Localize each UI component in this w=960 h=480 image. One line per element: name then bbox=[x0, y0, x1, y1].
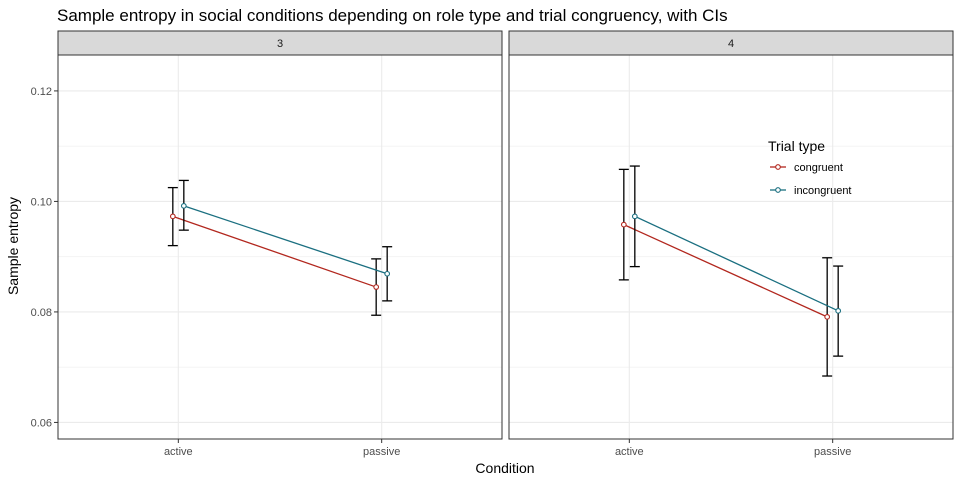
y-axis: 0.06 0.08 0.10 0.12 bbox=[31, 86, 58, 429]
facet-strip bbox=[57, 30, 503, 56]
y-tick-label: 0.06 bbox=[31, 417, 52, 429]
series-line-incongruent bbox=[634, 215, 839, 312]
facet-panel-3: 3 bbox=[57, 30, 503, 440]
series-line-congruent bbox=[172, 215, 377, 288]
x-tick-label: passive bbox=[814, 446, 851, 458]
x-tick-label: passive bbox=[363, 446, 400, 458]
facet-panel-4: 4 bbox=[508, 30, 954, 440]
legend: Trial type congruent incongruent bbox=[768, 138, 852, 197]
legend-label: congruent bbox=[794, 162, 843, 174]
legend-entry-incongruent: incongruent bbox=[770, 185, 852, 197]
y-tick-label: 0.08 bbox=[31, 307, 52, 319]
legend-label: incongruent bbox=[794, 185, 852, 197]
x-axis: active passive active passive bbox=[164, 439, 851, 458]
legend-title: Trial type bbox=[768, 138, 825, 154]
data-point-congruent bbox=[824, 314, 831, 320]
panel-background bbox=[58, 55, 502, 439]
y-tick-label: 0.10 bbox=[31, 196, 52, 208]
legend-key-point bbox=[775, 164, 781, 170]
panel-border bbox=[508, 54, 954, 440]
data-point-incongruent bbox=[835, 307, 842, 314]
x-tick-label: active bbox=[164, 446, 193, 458]
data-point-incongruent bbox=[384, 270, 391, 277]
facet-strip-label: 3 bbox=[277, 38, 283, 50]
series-line-incongruent bbox=[183, 205, 388, 275]
chart-title: Sample entropy in social conditions depe… bbox=[57, 6, 728, 25]
x-axis-title: Condition bbox=[475, 460, 534, 476]
data-point-congruent bbox=[620, 221, 627, 228]
panel-border bbox=[57, 54, 503, 440]
data-point-incongruent bbox=[631, 213, 638, 220]
series-line-congruent bbox=[623, 224, 828, 318]
legend-key-point bbox=[775, 187, 781, 193]
legend-entry-congruent: congruent bbox=[770, 162, 843, 174]
facet-strip bbox=[508, 30, 954, 56]
panel-background bbox=[509, 55, 953, 439]
data-point-congruent bbox=[373, 284, 380, 290]
x-tick-label: active bbox=[615, 446, 644, 458]
data-point-incongruent bbox=[180, 202, 187, 209]
facet-strip-label: 4 bbox=[728, 38, 734, 50]
y-tick-label: 0.12 bbox=[31, 86, 52, 98]
y-axis-title: Sample entropy bbox=[5, 197, 21, 295]
data-point-congruent bbox=[169, 213, 176, 220]
